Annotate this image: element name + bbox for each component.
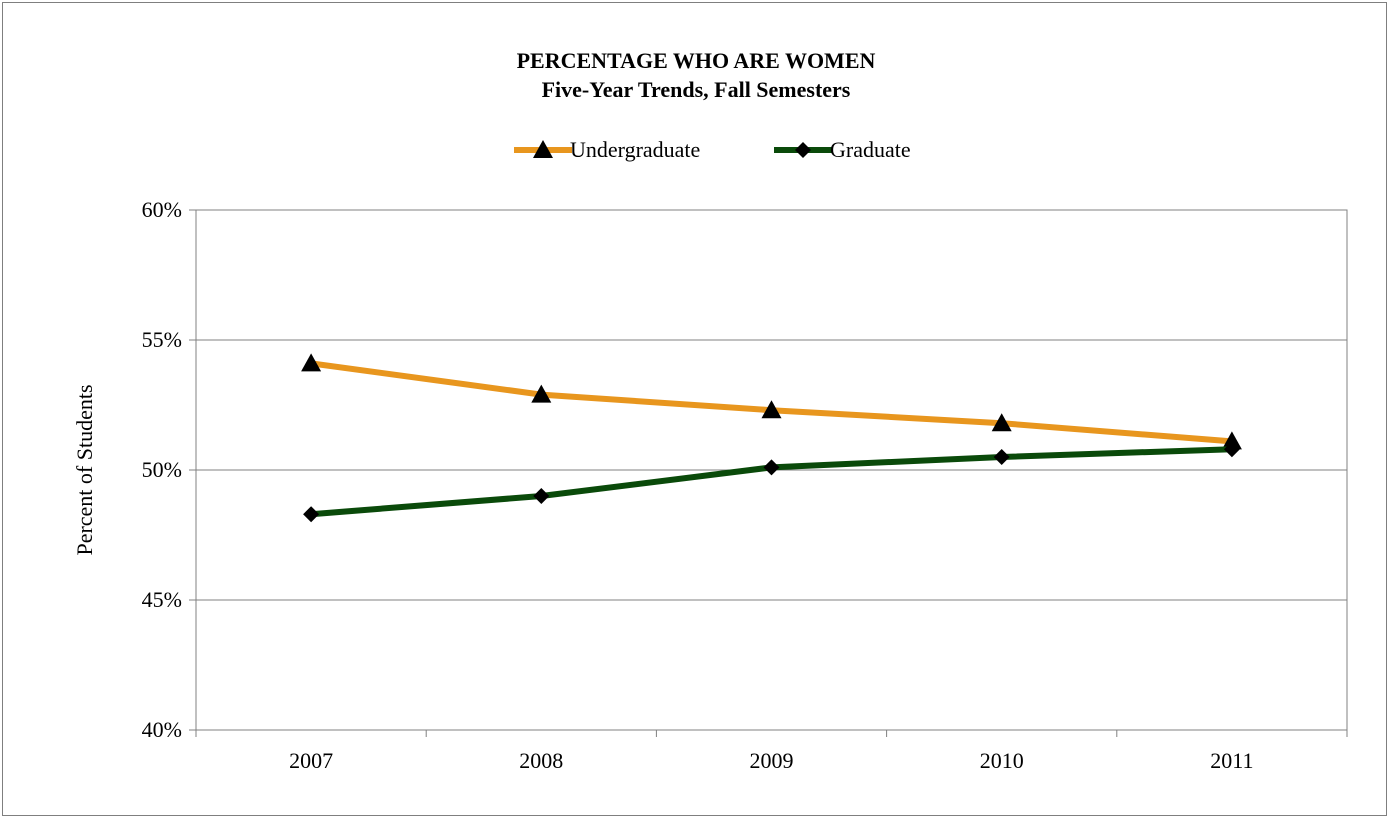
- series-layer: [301, 353, 1242, 523]
- series-line-graduate: [308, 446, 1235, 518]
- data-point-graduate: [303, 506, 320, 523]
- x-tick-label: 2010: [980, 748, 1024, 773]
- y-tick-label: 60%: [142, 197, 182, 222]
- data-point-graduate: [533, 488, 550, 504]
- y-axis-title: Percent of Students: [72, 384, 97, 555]
- data-point-undergraduate: [991, 413, 1012, 432]
- chart-subtitle: Five-Year Trends, Fall Semesters: [542, 77, 851, 102]
- x-tick-label: 2011: [1210, 748, 1253, 773]
- x-tick-label: 2008: [519, 748, 563, 773]
- data-point-undergraduate: [761, 400, 782, 419]
- y-tick-label: 55%: [142, 327, 182, 352]
- legend-marker-undergraduate: [533, 140, 553, 158]
- legend: Undergraduate Graduate: [514, 137, 911, 162]
- y-tick-label: 45%: [142, 587, 182, 612]
- data-point-undergraduate: [301, 353, 322, 372]
- axes: 40% 45% 50% 55% 60% 2007 2008 2009 2010 2011: [142, 197, 1348, 773]
- chart-title: PERCENTAGE WHO ARE WOMEN: [517, 48, 876, 73]
- legend-label-undergraduate: Undergraduate: [570, 137, 700, 162]
- x-tick-label: 2007: [289, 748, 333, 773]
- legend-label-graduate: Graduate: [830, 137, 911, 162]
- data-point-undergraduate: [1221, 431, 1242, 450]
- legend-marker-graduate: [795, 142, 811, 158]
- data-point-graduate: [1223, 441, 1240, 458]
- data-point-graduate: [763, 459, 780, 476]
- data-point-graduate: [993, 449, 1010, 465]
- y-tick-label: 50%: [142, 457, 182, 482]
- y-tick-label: 40%: [142, 717, 182, 742]
- x-tick-label: 2009: [750, 748, 794, 773]
- data-point-undergraduate: [531, 384, 552, 403]
